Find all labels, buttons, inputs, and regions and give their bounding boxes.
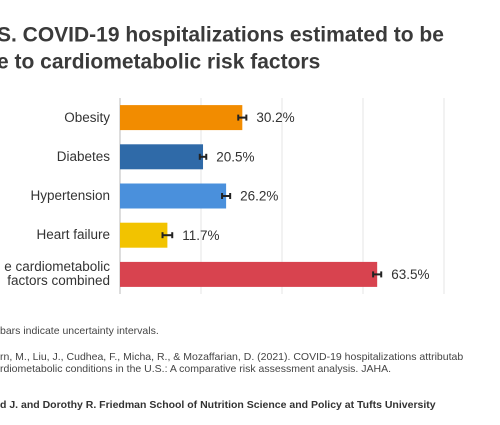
source: d J. and Dorothy R. Friedman School of N… [0, 399, 436, 411]
chart-title: S. COVID-19 hospitalizations estimated t… [0, 24, 444, 47]
category-label: Obesity [64, 109, 110, 125]
value-label: 11.7% [182, 228, 219, 243]
footnote: rdiometabolic conditions in the U.S.: A … [0, 363, 391, 375]
category-label: Hypertension [30, 188, 110, 203]
footnote: bars indicate uncertainty intervals. [0, 325, 159, 337]
error-bar [198, 153, 208, 160]
value-label: 30.2% [256, 110, 294, 125]
bar [120, 183, 227, 209]
category-label: Heart failure [36, 227, 110, 243]
category-label: e cardiometabolic factors combined [4, 259, 110, 289]
bar [120, 222, 168, 248]
error-bar [372, 271, 383, 278]
value-label: 63.5% [391, 267, 429, 282]
error-bar [161, 232, 174, 239]
chart-title: e to cardiometabolic risk factors [0, 51, 320, 74]
category-label: Diabetes [56, 148, 110, 164]
value-label: 20.5% [216, 149, 254, 164]
footnote: rn, M., Liu, J., Cudhea, F., Micha, R., … [0, 351, 463, 363]
bar [120, 105, 243, 131]
error-bar [237, 114, 248, 121]
bar [120, 261, 378, 287]
bar [120, 144, 204, 170]
error-bar [221, 193, 232, 199]
value-label: 26.2% [240, 189, 278, 204]
